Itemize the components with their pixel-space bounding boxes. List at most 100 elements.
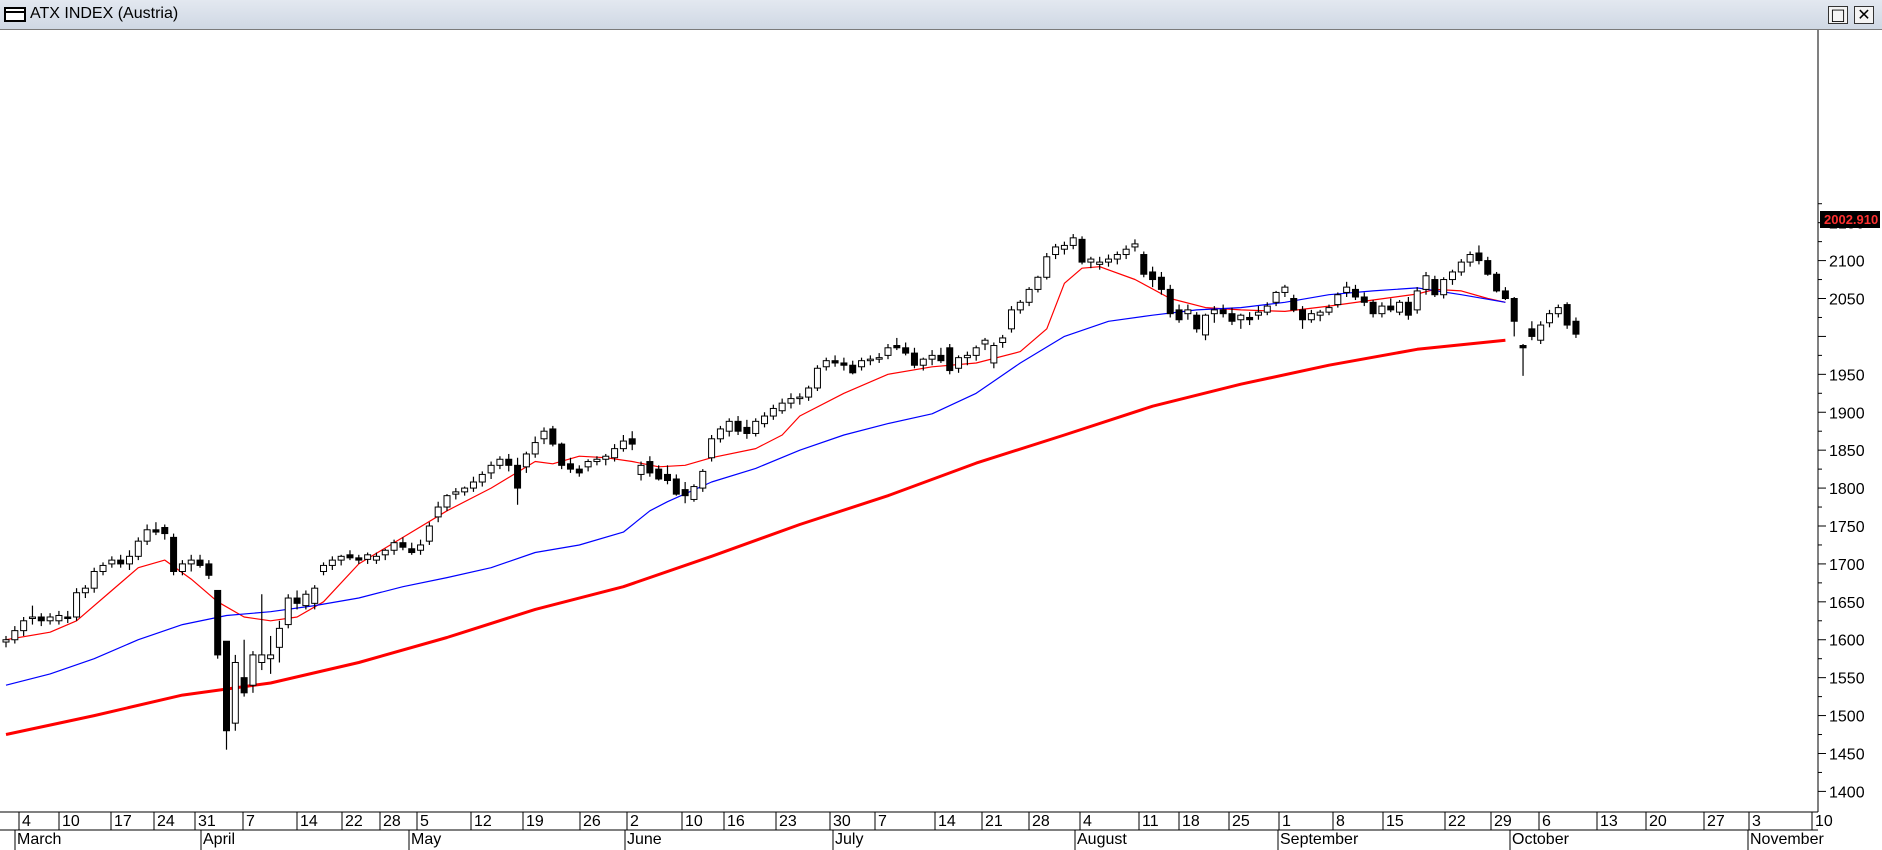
candle-body: [884, 347, 892, 356]
candle: [796, 393, 804, 405]
y-tick-label: 1650: [1829, 595, 1865, 612]
candle: [134, 537, 142, 561]
candle: [664, 465, 671, 485]
candle: [1016, 300, 1024, 314]
candle-body: [990, 345, 998, 364]
candle: [364, 552, 372, 564]
x-day-label: 17: [114, 813, 132, 830]
candle: [187, 554, 195, 572]
candle-body: [1537, 324, 1545, 341]
candle-body: [875, 357, 883, 360]
candle-body: [858, 360, 866, 368]
candle-body: [152, 529, 160, 533]
candle: [1069, 234, 1077, 250]
candle-body: [1307, 313, 1315, 321]
candle: [972, 345, 980, 361]
candle: [46, 613, 54, 625]
candle: [549, 425, 557, 447]
candle-body: [55, 614, 63, 622]
candle-body: [1122, 248, 1130, 256]
candle-body: [372, 555, 380, 561]
candle: [496, 456, 504, 470]
candle-body: [1422, 275, 1430, 290]
candle-body: [478, 473, 486, 483]
candle: [125, 550, 133, 570]
candle: [1537, 321, 1545, 345]
candle-body: [240, 677, 248, 694]
x-month-label: May: [411, 831, 441, 848]
candle: [858, 357, 866, 371]
x-day-label: 3: [1752, 813, 1761, 830]
candle-body: [1069, 237, 1077, 246]
candle: [1484, 256, 1492, 276]
candle: [1396, 300, 1404, 316]
candle: [840, 357, 848, 371]
candle: [716, 425, 724, 443]
x-day-label: 16: [727, 813, 745, 830]
candle-body: [223, 640, 230, 732]
x-month-label: November: [1750, 831, 1824, 848]
close-button[interactable]: ✕: [1854, 6, 1874, 24]
candle: [690, 484, 698, 502]
candle: [214, 589, 222, 659]
candle-body: [20, 620, 28, 632]
candle-body: [937, 354, 945, 362]
candle-body: [699, 470, 707, 489]
candle-body: [531, 442, 539, 455]
candle-body: [1440, 279, 1448, 296]
candle-body: [505, 458, 513, 466]
candle: [1360, 292, 1368, 307]
x-day-label: 14: [300, 813, 318, 830]
candle-body: [417, 544, 425, 551]
candle-body: [1510, 298, 1518, 322]
candle: [1307, 309, 1315, 323]
candle: [1025, 287, 1033, 307]
candle: [425, 522, 433, 545]
candle-body: [469, 481, 477, 489]
candle-body: [1078, 238, 1086, 263]
candle: [1175, 304, 1183, 323]
candle: [311, 585, 319, 610]
y-tick-label: 1450: [1829, 746, 1865, 763]
candle-body: [681, 489, 689, 497]
candle-body: [1246, 316, 1254, 321]
maximize-button[interactable]: □: [1828, 6, 1848, 24]
x-day-label: 10: [62, 813, 80, 830]
x-day-label: 8: [1336, 813, 1345, 830]
candle: [884, 344, 892, 360]
candle: [461, 486, 469, 496]
candle: [540, 427, 548, 445]
candle-body: [302, 593, 310, 607]
candle: [205, 560, 213, 580]
x-day-label: 10: [685, 813, 703, 830]
candle: [170, 533, 178, 576]
candle-body: [955, 357, 963, 369]
title-bar[interactable]: ATX INDEX (Austria) □ ✕: [0, 0, 1882, 30]
moving-average-line: [5, 287, 1506, 686]
candle: [1131, 239, 1139, 252]
candle: [487, 461, 495, 479]
candle: [566, 457, 574, 473]
candle: [531, 436, 539, 458]
candle: [1351, 284, 1359, 301]
candle-body: [1254, 311, 1262, 316]
candle: [267, 635, 275, 674]
x-day-label: 7: [878, 813, 887, 830]
x-month-label: June: [627, 831, 662, 848]
candle: [372, 552, 380, 564]
candle-body: [1484, 260, 1492, 275]
x-day-label: 12: [474, 813, 492, 830]
candle-body: [408, 548, 416, 554]
candle: [849, 360, 857, 375]
candle-body: [1404, 301, 1412, 316]
candle: [1149, 266, 1157, 288]
x-day-label: 22: [1448, 813, 1466, 830]
candle-body: [1457, 261, 1465, 273]
candle-body: [1105, 258, 1112, 263]
candle: [769, 404, 777, 420]
candle-body: [1501, 290, 1509, 300]
candle-body: [461, 487, 469, 493]
candle-body: [2, 639, 10, 643]
candle-body: [1546, 313, 1553, 324]
